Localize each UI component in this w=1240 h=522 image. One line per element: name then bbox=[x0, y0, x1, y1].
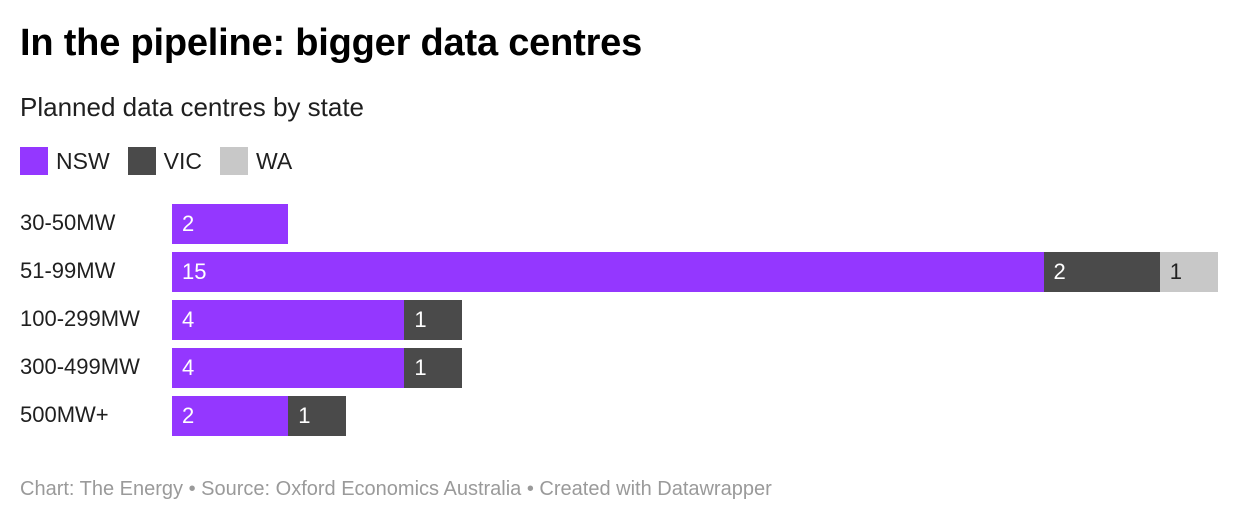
category-label: 500MW+ bbox=[20, 402, 109, 427]
bar-segment-vic: 2 bbox=[1043, 252, 1160, 292]
chart-footer: Chart: The Energy • Source: Oxford Econo… bbox=[20, 478, 772, 500]
legend-item-wa: WA bbox=[220, 147, 292, 175]
legend-label: NSW bbox=[56, 147, 110, 174]
data-label: 15 bbox=[182, 259, 207, 284]
legend-item-vic: VIC bbox=[127, 147, 203, 175]
bar-segment-nsw: 4 bbox=[172, 348, 405, 388]
legend-label: WA bbox=[256, 147, 293, 174]
data-label: 2 bbox=[182, 211, 195, 236]
bar-segment-nsw: 2 bbox=[172, 204, 289, 244]
bar-segment-vic: 1 bbox=[288, 396, 347, 436]
legend-swatch bbox=[220, 147, 249, 175]
category-label: 30-50MW bbox=[20, 210, 116, 235]
chart-subtitle: Planned data centres by state bbox=[20, 92, 365, 122]
bar-segment-vic: 1 bbox=[404, 348, 463, 388]
category-label: 51-99MW bbox=[20, 258, 116, 283]
data-label: 1 bbox=[414, 355, 427, 380]
bar-segment-nsw: 4 bbox=[172, 300, 405, 340]
legend: NSW VIC WA bbox=[20, 146, 310, 176]
legend-item-nsw: NSW bbox=[20, 147, 110, 175]
data-label: 2 bbox=[182, 403, 195, 428]
chart-title: In the pipeline: bigger data centres bbox=[20, 22, 643, 64]
data-label: 4 bbox=[182, 355, 195, 380]
bar-segment-vic: 1 bbox=[404, 300, 463, 340]
category-label: 300-499MW bbox=[20, 354, 140, 379]
data-label: 1 bbox=[298, 403, 311, 428]
legend-swatch bbox=[20, 147, 48, 175]
data-label: 1 bbox=[1169, 259, 1182, 284]
data-label: 2 bbox=[1053, 259, 1066, 284]
bar-segment-nsw: 15 bbox=[172, 252, 1044, 292]
bar-segment-nsw: 2 bbox=[172, 396, 289, 436]
bar-segment-wa: 1 bbox=[1159, 252, 1218, 292]
legend-label: VIC bbox=[163, 147, 203, 174]
data-label: 4 bbox=[182, 307, 195, 332]
category-label: 100-299MW bbox=[20, 306, 140, 331]
legend-swatch bbox=[127, 147, 156, 175]
data-label: 1 bbox=[414, 307, 427, 332]
